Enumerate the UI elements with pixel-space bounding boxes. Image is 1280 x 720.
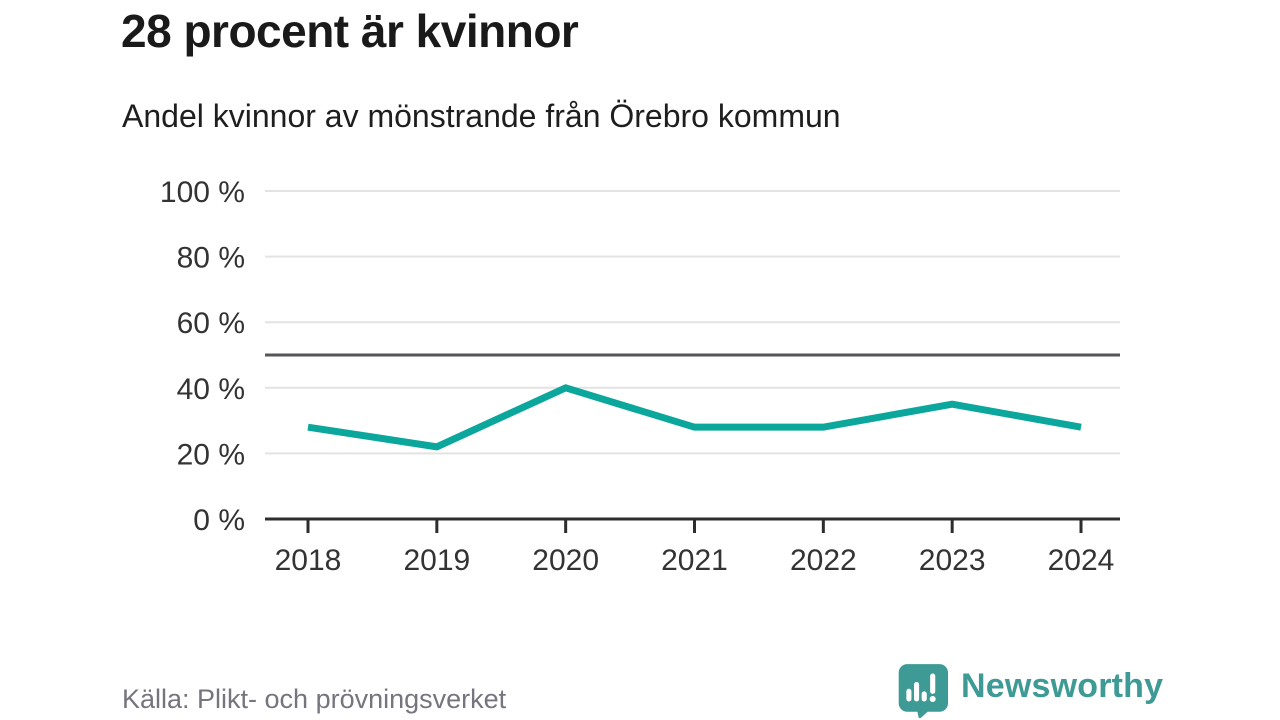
y-tick-label: 0 % — [193, 504, 245, 537]
x-tick-label: 2023 — [919, 544, 986, 577]
exclamation-dot — [929, 695, 936, 703]
newsworthy-logo: Newsworthy — [897, 663, 1163, 718]
data-line — [307, 384, 1082, 451]
x-tick-label: 2021 — [661, 544, 728, 577]
y-tick-label: 20 % — [177, 438, 245, 471]
y-tick-label: 40 % — [177, 373, 245, 406]
brand-wordmark: Newsworthy — [961, 667, 1164, 705]
x-tick-label: 2020 — [532, 544, 599, 577]
chart-title: 28 procent är kvinnor — [121, 5, 579, 57]
bar-2 — [914, 682, 920, 702]
y-tick-label: 60 % — [177, 307, 245, 340]
x-tick-label: 2019 — [403, 544, 470, 577]
bar-3 — [921, 691, 927, 702]
x-tick-label: 2018 — [275, 544, 342, 577]
y-tick-label: 80 % — [177, 242, 245, 275]
exclamation-stem — [930, 673, 936, 694]
bar-1 — [906, 688, 912, 702]
x-tick-label: 2024 — [1048, 544, 1115, 577]
source-note: Källa: Plikt- och prövningsverket — [122, 684, 507, 714]
y-tick-label: 100 % — [160, 176, 245, 209]
x-tick-label: 2022 — [790, 544, 857, 577]
chart-subtitle: Andel kvinnor av mönstrande från Örebro … — [122, 98, 841, 134]
speech-bubble-bar-chart-icon — [898, 664, 948, 718]
speech-bubble-shape — [898, 664, 948, 718]
